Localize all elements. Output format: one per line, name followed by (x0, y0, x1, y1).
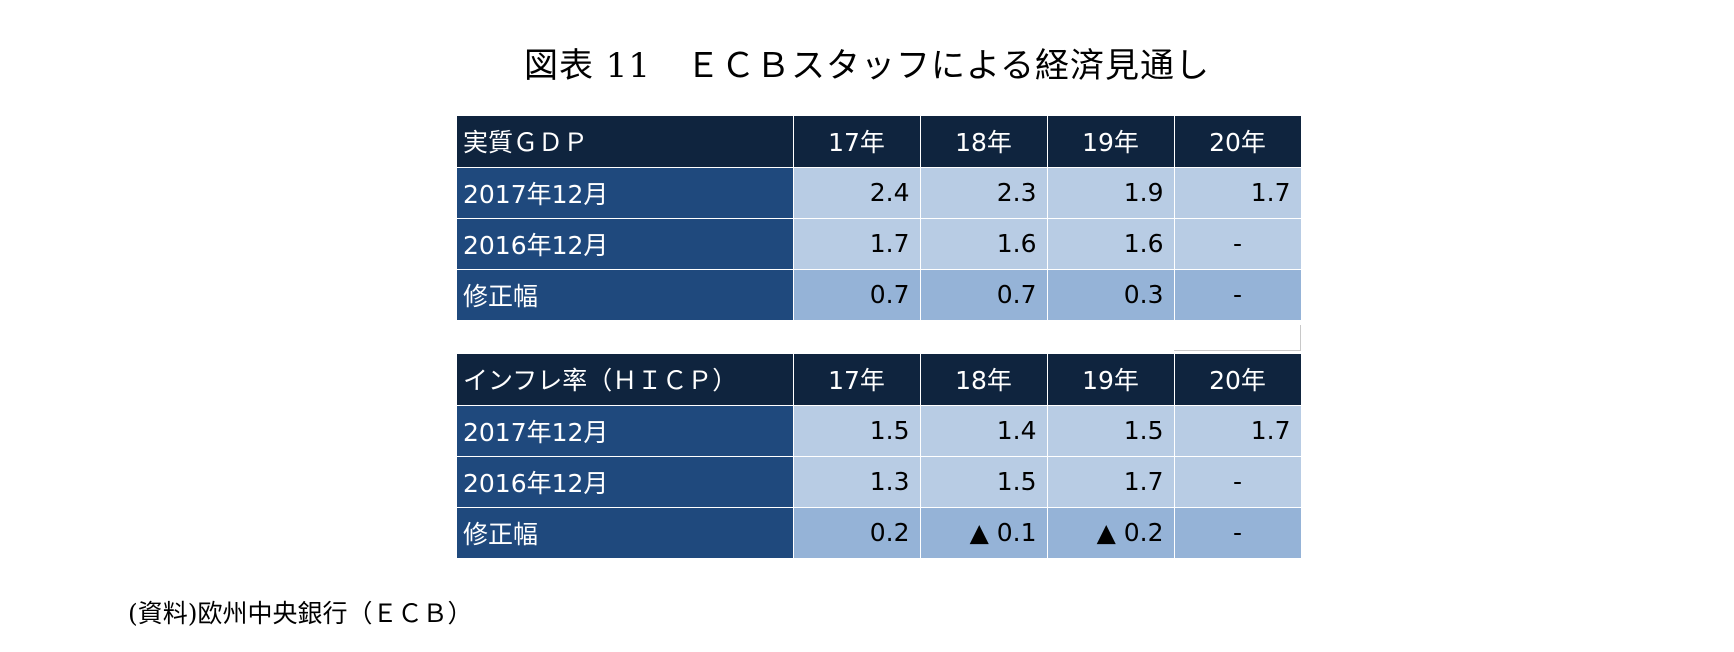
table-cell: 1.6 (1047, 218, 1175, 270)
table-row: 修正幅 0.7 0.7 0.3 - (457, 269, 1302, 321)
row-label: 修正幅 (457, 507, 794, 559)
table-cell: 2.3 (920, 167, 1048, 219)
real-gdp-table: 実質ＧＤＰ 17年 18年 19年 20年 2017年12月 2.4 2.3 1… (457, 116, 1302, 321)
table-row: 修正幅 0.2 ▲ 0.1 ▲ 0.2 - (457, 507, 1302, 559)
table-cell: 1.5 (920, 456, 1048, 508)
table-cell: 1.9 (1047, 167, 1175, 219)
year-header: 20年 (1174, 116, 1302, 168)
table-header-row: 実質ＧＤＰ 17年 18年 19年 20年 (457, 116, 1302, 168)
table-cell: 0.2 (793, 507, 921, 559)
table-cell: 1.3 (793, 456, 921, 508)
table-cell: - (1174, 456, 1302, 508)
inflation-hicp-table: インフレ率（ＨＩＣＰ） 17年 18年 19年 20年 2017年12月 1.5… (457, 354, 1302, 559)
table-row: 2016年12月 1.7 1.6 1.6 - (457, 218, 1302, 270)
table-cell: - (1174, 218, 1302, 270)
table-cell: 1.7 (1047, 456, 1175, 508)
row-label: 2016年12月 (457, 218, 794, 270)
row-label: 2016年12月 (457, 456, 794, 508)
table-row: 2016年12月 1.3 1.5 1.7 - (457, 456, 1302, 508)
table-cell: 1.7 (793, 218, 921, 270)
table-cell: 1.4 (920, 405, 1048, 457)
table-header-row: インフレ率（ＨＩＣＰ） 17年 18年 19年 20年 (457, 354, 1302, 406)
table-cell: 1.6 (920, 218, 1048, 270)
table-cell: 0.7 (920, 269, 1048, 321)
year-header: 20年 (1174, 354, 1302, 406)
year-header: 17年 (793, 354, 921, 406)
cell-border-fragment (1174, 325, 1301, 351)
table-cell: - (1174, 507, 1302, 559)
table-cell: 0.7 (793, 269, 921, 321)
year-header: 17年 (793, 116, 921, 168)
year-header: 18年 (920, 354, 1048, 406)
row-label: 2017年12月 (457, 167, 794, 219)
table-cell: 1.5 (793, 405, 921, 457)
table-cell: 1.7 (1174, 405, 1302, 457)
source-note: (資料)欧州中央銀行（ＥＣＢ） (128, 599, 473, 628)
table-row: 2017年12月 2.4 2.3 1.9 1.7 (457, 167, 1302, 219)
year-header: 19年 (1047, 354, 1175, 406)
table-cell: 0.3 (1047, 269, 1175, 321)
table-header-label: インフレ率（ＨＩＣＰ） (457, 354, 794, 406)
table-header-label: 実質ＧＤＰ (457, 116, 794, 168)
table-cell: 2.4 (793, 167, 921, 219)
row-label: 修正幅 (457, 269, 794, 321)
row-label: 2017年12月 (457, 405, 794, 457)
table-cell: ▲ 0.1 (920, 507, 1048, 559)
page-title: 図表 11 ＥＣＢスタッフによる経済見通し (523, 46, 1211, 86)
year-header: 19年 (1047, 116, 1175, 168)
table-cell: 1.5 (1047, 405, 1175, 457)
table-row: 2017年12月 1.5 1.4 1.5 1.7 (457, 405, 1302, 457)
table-cell: ▲ 0.2 (1047, 507, 1175, 559)
year-header: 18年 (920, 116, 1048, 168)
table-cell: 1.7 (1174, 167, 1302, 219)
table-cell: - (1174, 269, 1302, 321)
